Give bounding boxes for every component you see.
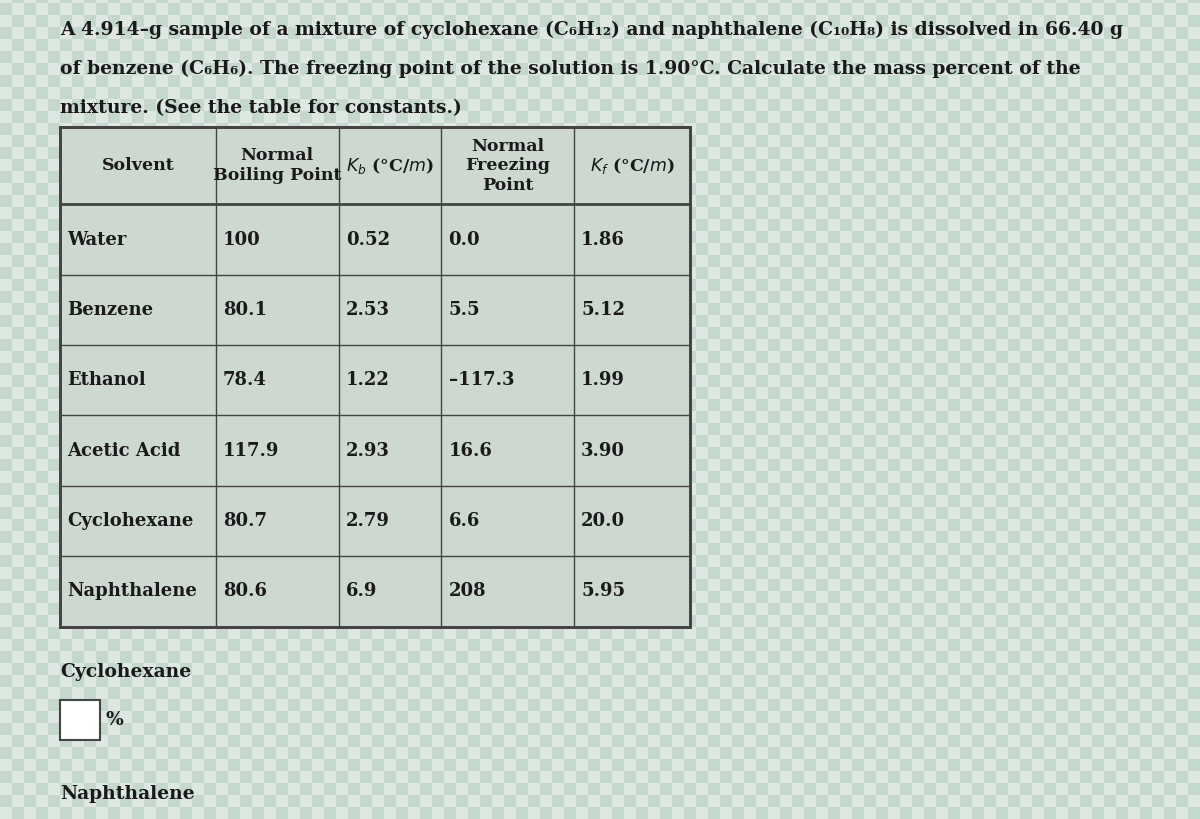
Text: mixture. (See the table for constants.): mixture. (See the table for constants.)	[60, 99, 462, 117]
Text: 3.90: 3.90	[581, 441, 625, 459]
Text: Normal
Freezing
Point: Normal Freezing Point	[466, 138, 550, 194]
Text: 20.0: 20.0	[581, 512, 625, 530]
Text: A 4.914–g sample of a mixture of cyclohexane (C₆H₁₂) and naphthalene (C₁₀H₈) is : A 4.914–g sample of a mixture of cyclohe…	[60, 20, 1123, 38]
Text: 80.7: 80.7	[223, 512, 268, 530]
Text: –117.3: –117.3	[449, 371, 514, 389]
Text: Ethanol: Ethanol	[67, 371, 146, 389]
Text: 5.5: 5.5	[449, 301, 480, 319]
Text: Naphthalene: Naphthalene	[60, 785, 194, 803]
Text: 1.99: 1.99	[581, 371, 625, 389]
Text: 0.0: 0.0	[449, 231, 480, 248]
Text: 2.53: 2.53	[346, 301, 390, 319]
Text: 78.4: 78.4	[223, 371, 266, 389]
Text: Normal
Boiling Point: Normal Boiling Point	[212, 147, 342, 184]
Text: 1.22: 1.22	[346, 371, 390, 389]
Text: Cyclohexane: Cyclohexane	[60, 663, 191, 681]
Text: 1.86: 1.86	[581, 231, 625, 248]
Text: 5.12: 5.12	[581, 301, 625, 319]
Text: Acetic Acid: Acetic Acid	[67, 441, 180, 459]
Text: 6.6: 6.6	[449, 512, 480, 530]
Text: 80.6: 80.6	[223, 582, 268, 600]
Text: 6.9: 6.9	[346, 582, 377, 600]
Text: %: %	[106, 711, 124, 729]
Text: 100: 100	[223, 231, 260, 248]
Text: Water: Water	[67, 231, 126, 248]
Text: $K_b$ (°C/$m$): $K_b$ (°C/$m$)	[346, 156, 434, 175]
Text: 117.9: 117.9	[223, 441, 280, 459]
Text: 2.93: 2.93	[346, 441, 390, 459]
Text: 2.79: 2.79	[346, 512, 390, 530]
Text: 0.52: 0.52	[346, 231, 390, 248]
Text: of benzene (C₆H₆). The freezing point of the solution is 1.90°C. Calculate the m: of benzene (C₆H₆). The freezing point of…	[60, 60, 1081, 78]
Text: Benzene: Benzene	[67, 301, 154, 319]
Text: $K_f$ (°C/$m$): $K_f$ (°C/$m$)	[589, 156, 674, 175]
Bar	[60, 700, 100, 740]
Text: 16.6: 16.6	[449, 441, 492, 459]
Text: Naphthalene: Naphthalene	[67, 582, 197, 600]
Text: 208: 208	[449, 582, 486, 600]
Text: 80.1: 80.1	[223, 301, 268, 319]
Text: Cyclohexane: Cyclohexane	[67, 512, 193, 530]
Text: Solvent: Solvent	[102, 157, 174, 174]
Text: 5.95: 5.95	[581, 582, 625, 600]
